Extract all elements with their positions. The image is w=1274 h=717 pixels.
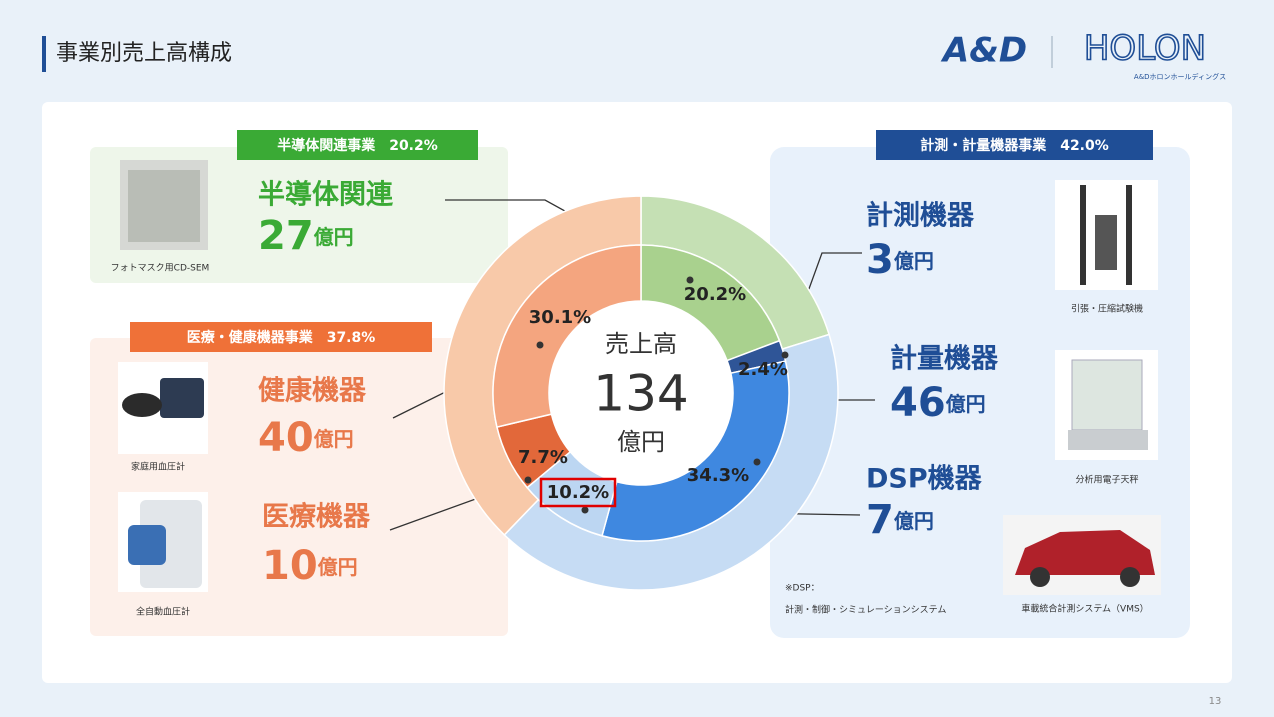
slide-title: 事業別売上高構成: [56, 41, 232, 66]
value-label: 20.2%: [684, 284, 746, 305]
leader-dot: [525, 477, 532, 484]
leader-dot: [687, 277, 694, 284]
photo-detail: [1120, 567, 1140, 587]
business-name: 計測機器: [866, 200, 975, 232]
value-label: 10.2%: [547, 482, 609, 503]
leader-dot: [537, 342, 544, 349]
segment-name: 計測・計量機器事業: [920, 137, 1047, 154]
amount-value: 7: [866, 497, 894, 543]
amount-value: 46: [890, 380, 946, 426]
segment-tag-text: 医療・健康機器事業 37.8%: [187, 329, 376, 346]
value-label: 2.4%: [738, 359, 788, 380]
photo-detail: [1095, 215, 1117, 270]
amount-value: 10: [262, 543, 318, 589]
segment-name: 医療・健康機器事業: [187, 329, 314, 346]
segment-share: 42.0%: [1060, 138, 1109, 154]
caption: 全自動血圧計: [136, 606, 190, 618]
photo-detail: [128, 170, 200, 242]
business-name: 半導体関連: [258, 179, 394, 211]
photo-detail: [1126, 185, 1132, 285]
value-label: 34.3%: [687, 465, 749, 486]
caption: 分析用電子天秤: [1075, 474, 1138, 486]
segment-tag-text: 計測・計量機器事業 42.0%: [920, 137, 1109, 154]
caption: 車載統合計測システム（VMS）: [1021, 603, 1148, 615]
photo-detail: [1072, 360, 1142, 430]
note: 計測・制御・シミュレーションシステム: [785, 604, 946, 616]
amount-value: 40: [258, 415, 314, 461]
photo-detail: [1030, 567, 1050, 587]
photo-detail: [128, 525, 166, 565]
leader-dot: [754, 459, 761, 466]
amount-unit: 億円: [318, 555, 358, 579]
business-name: 医療機器: [262, 502, 371, 533]
logo-subtitle: A&Dホロンホールディングス: [1134, 72, 1226, 81]
note: ※DSP：: [785, 584, 820, 594]
amount-unit: 億円: [894, 509, 934, 533]
photo-detail: [1068, 430, 1148, 450]
segment-share: 20.2%: [389, 138, 438, 154]
segment-name: 半導体関連事業: [277, 137, 376, 154]
amount-value: 3: [866, 237, 894, 283]
business-name: 計量機器: [890, 343, 999, 375]
center-value: 134: [593, 365, 688, 423]
title-bar: [42, 36, 46, 72]
center-unit: 億円: [617, 428, 665, 456]
value-label: 7.7%: [518, 447, 568, 468]
caption: 引張・圧縮試験機: [1071, 303, 1143, 315]
business-name: DSP機器: [866, 464, 983, 495]
segment-share: 37.8%: [327, 330, 376, 346]
logo: A&D: [940, 31, 1027, 71]
amount-unit: 億円: [314, 427, 354, 451]
caption: フォトマスク用CD-SEM: [111, 263, 210, 274]
caption: 家庭用血圧計: [131, 461, 185, 473]
business-name: 健康機器: [258, 375, 367, 407]
amount-unit: 億円: [314, 225, 354, 249]
logo-holon: HOLON: [1084, 29, 1206, 69]
center-label: 売上高: [605, 330, 677, 358]
leader-dot: [582, 507, 589, 514]
photo-detail: [122, 393, 162, 417]
photo-detail: [1080, 185, 1086, 285]
page-number: 13: [1209, 696, 1222, 707]
amount-unit: 億円: [894, 249, 934, 273]
segment-tag-text: 半導体関連事業 20.2%: [277, 137, 438, 154]
value-label: 30.1%: [529, 307, 591, 328]
photo-detail: [160, 378, 204, 418]
amount-value: 27: [258, 213, 314, 259]
amount-unit: 億円: [946, 392, 986, 416]
slide: 事業別売上高構成 A&D HOLON A&Dホロンホールディングス: [0, 0, 1274, 717]
leader-dot: [782, 352, 789, 359]
